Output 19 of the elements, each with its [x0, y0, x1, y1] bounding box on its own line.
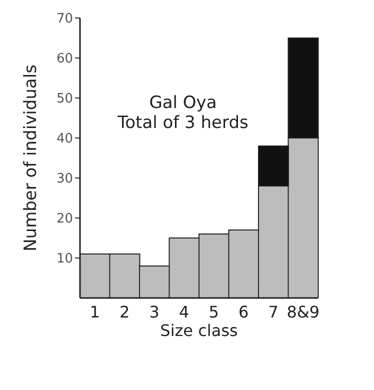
y-axis-title: Number of individuals	[21, 64, 42, 252]
x-tick-label: 2	[120, 302, 130, 322]
x-tick-label: 4	[179, 302, 190, 322]
text: Gal Oya	[148, 93, 218, 113]
y-tick-label: 70	[56, 12, 73, 27]
y-tick-label: 10	[56, 252, 73, 267]
x-tick-label: 3	[149, 302, 160, 322]
text: Total of 3 herds	[116, 113, 250, 133]
x-tick-label: 1	[90, 302, 100, 322]
y-tick-label: 60	[56, 52, 73, 67]
y-tick-label: 50	[56, 92, 73, 107]
x-tick-label: 8&9	[286, 302, 320, 322]
x-tick-label: 5	[208, 302, 219, 322]
x-axis-title: Size class	[160, 321, 238, 340]
y-tick-label: 40	[56, 132, 73, 147]
x-tick-label: 6	[238, 302, 249, 322]
x-tick-label: 7	[268, 302, 278, 322]
y-tick-label: 20	[56, 212, 73, 227]
y-tick-label: 30	[56, 172, 73, 187]
